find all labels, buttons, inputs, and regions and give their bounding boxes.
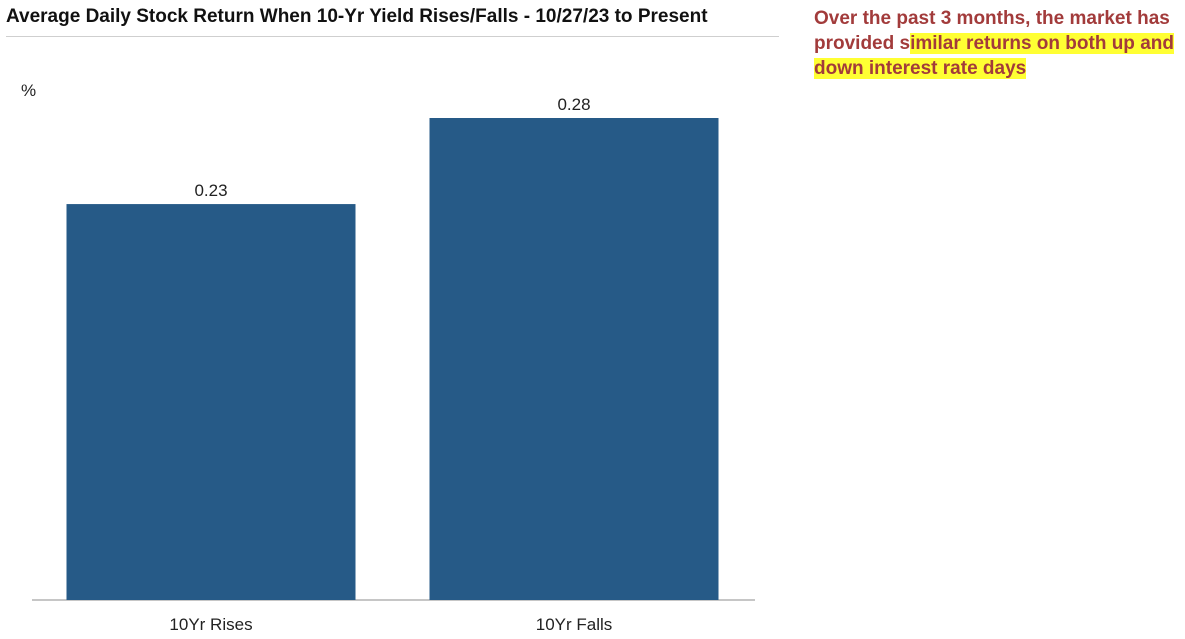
data-label: 0.28 — [557, 95, 590, 114]
data-label: 0.23 — [194, 181, 227, 200]
y-axis-unit-label: % — [21, 81, 37, 100]
bar-10yr-falls — [429, 118, 719, 600]
x-tick-label: 10Yr Falls — [536, 615, 613, 634]
callout-text: Over the past 3 months, the market has p… — [814, 8, 1170, 54]
annotation-callout: Over the past 3 months, the market has p… — [814, 6, 1184, 81]
x-tick-label: 10Yr Rises — [169, 615, 252, 634]
chart-title: Average Daily Stock Return When 10-Yr Yi… — [6, 6, 708, 27]
title-divider — [6, 36, 779, 37]
bar-10yr-rises — [66, 204, 356, 601]
